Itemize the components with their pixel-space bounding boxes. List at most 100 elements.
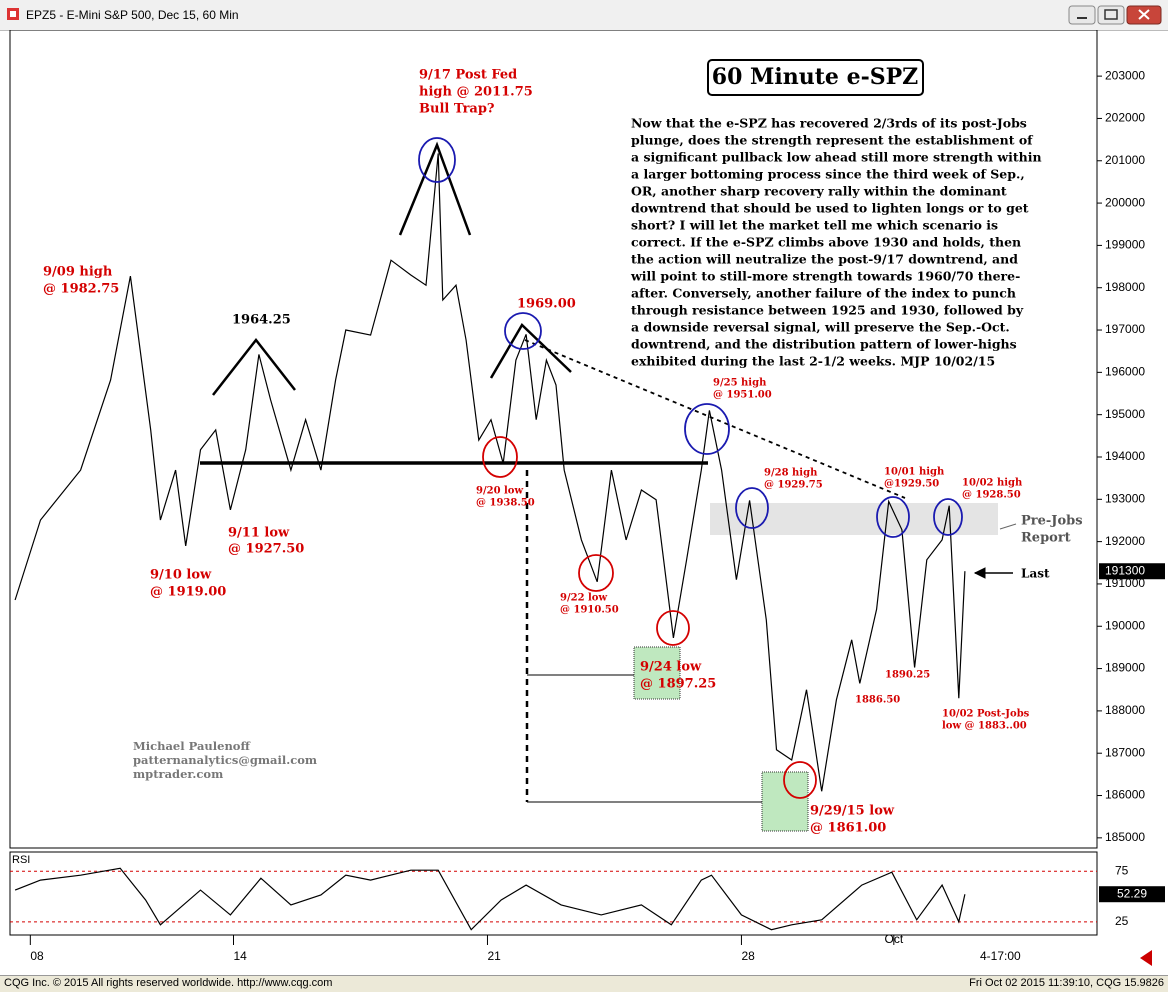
chart: 60 Minute e-SPZ Now that the e-SPZ has r…	[9, 30, 1165, 966]
commentary-line: the action will neutralize the post-9/17…	[631, 252, 1018, 267]
annotation: high @ 2011.75	[419, 85, 533, 100]
commentary-line: a significant pullback low ahead still m…	[631, 150, 1042, 165]
minimize-button[interactable]	[1068, 5, 1096, 25]
commentary-line: will point to still-more strength toward…	[630, 269, 1020, 284]
x-tick-label: 14	[233, 949, 247, 963]
y-tick-label: 193000	[1105, 491, 1145, 505]
annotation: 9/24 low	[640, 660, 702, 675]
timestamp: Fri Oct 02 2015 11:39:10, CQG 15.9826	[969, 977, 1164, 989]
commentary-line: plunge, does the strength represent the …	[631, 133, 1034, 148]
y-tick-label: 200000	[1105, 195, 1145, 209]
annotation: @1929.50	[884, 479, 939, 490]
annotation: @ 1951.00	[713, 390, 772, 401]
y-tick-label: 191000	[1105, 576, 1145, 590]
annotation: 9/25 high	[713, 378, 767, 389]
rsi-last-label: 52.29	[1117, 886, 1147, 900]
chart-title: 60 Minute e-SPZ	[712, 64, 918, 90]
annotation: 10/02 high	[962, 478, 1023, 489]
last-price-tag	[1099, 563, 1165, 580]
circles	[418, 137, 963, 799]
annotation: 9/20 low	[476, 486, 523, 497]
last-price-label: 191300	[1105, 563, 1145, 577]
annotation: 1890.25	[885, 670, 930, 681]
price-line	[14, 153, 966, 792]
price-panel	[9, 30, 1098, 849]
maximize-button[interactable]	[1097, 5, 1125, 25]
commentary-line: short? I will let the market tell me whi…	[631, 218, 998, 233]
rsi-panel	[9, 851, 1098, 936]
highlight-box	[633, 646, 681, 700]
y-tick-label: 190000	[1105, 618, 1145, 632]
annotation: 9/17 Post Fed	[419, 68, 517, 83]
annotation: @ 1919.00	[150, 585, 226, 600]
annotation: Last	[1021, 567, 1050, 581]
commentary-line: downtrend, and the distribution pattern …	[631, 337, 1017, 352]
annotation: 1969.00	[517, 297, 576, 312]
copyright: CQG Inc. © 2015 All rights reserved worl…	[4, 977, 333, 989]
annotation: @ 1929.75	[764, 480, 823, 491]
annotation: @ 1938.50	[476, 498, 535, 509]
annotation: 1886.50	[855, 695, 900, 706]
commentary-line: Now that the e-SPZ has recovered 2/3rds …	[631, 116, 1027, 131]
status-bar: CQG Inc. © 2015 All rights reserved worl…	[0, 975, 1168, 992]
commentary-line: a downside reversal signal, will preserv…	[631, 320, 1010, 335]
annotation: 10/02 Post-Jobs	[942, 709, 1030, 720]
y-tick-label: 196000	[1105, 365, 1145, 379]
commentary-line: correct. If the e-SPZ climbs above 1930 …	[631, 235, 1021, 250]
title-bar: EPZ5 - E-Mini S&P 500, Dec 15, 60 Min	[0, 0, 1168, 31]
annotation: 9/10 low	[150, 568, 212, 583]
y-tick-label: 187000	[1105, 745, 1145, 759]
commentary-line: after. Conversely, another failure of th…	[631, 286, 1016, 301]
annotation: @ 1897.25	[640, 677, 716, 692]
scroll-arrow[interactable]	[1140, 950, 1152, 966]
y-tick-label: 75	[1115, 863, 1129, 877]
annotation: 10/01 high	[884, 467, 945, 478]
x-tick-label: 08	[30, 949, 44, 963]
drawings	[200, 141, 1017, 803]
y-tick-label: 197000	[1105, 322, 1145, 336]
annotation: @ 1910.50	[560, 605, 619, 616]
y-tick-label: 203000	[1105, 68, 1145, 82]
price-line	[14, 867, 966, 931]
annotation: @ 1982.75	[43, 282, 119, 297]
annotation: 9/22 low	[560, 593, 607, 604]
x-tick-label: 28	[741, 949, 755, 963]
commentary-line: exhibited during the last 2-1/2 weeks. M…	[631, 354, 995, 369]
y-tick-label: 186000	[1105, 788, 1145, 802]
y-tick-label: 194000	[1105, 449, 1145, 463]
x-tick-label: Oct	[884, 932, 903, 946]
commentary-line: OR, another sharp recovery rally within …	[631, 184, 1007, 199]
window-buttons	[1068, 5, 1162, 25]
annotation: low @ 1883..00	[942, 721, 1027, 732]
y-tick-label: 198000	[1105, 280, 1145, 294]
y-tick-label: 199000	[1105, 238, 1145, 252]
y-tick-label: 189000	[1105, 661, 1145, 675]
app-icon	[7, 8, 19, 20]
author-line: Michael Paulenoff	[133, 739, 251, 753]
annotation: @ 1861.00	[810, 821, 886, 836]
y-tick-label: 195000	[1105, 407, 1145, 421]
y-tick-label: 201000	[1105, 153, 1145, 167]
author-line: patternanalytics@gmail.com	[133, 753, 317, 767]
annotation: Pre-Jobs	[1021, 514, 1083, 529]
commentary-line: downtrend that should be used to lighten…	[631, 201, 1029, 216]
y-tick-label: 202000	[1105, 111, 1145, 125]
annotation: @ 1928.50	[962, 490, 1021, 501]
session-label: 4-17:00	[980, 949, 1021, 963]
annotation: 9/11 low	[228, 526, 290, 541]
y-tick-label: 185000	[1105, 830, 1145, 844]
annotation: 1964.25	[232, 313, 291, 328]
author-line: mptrader.com	[133, 767, 223, 781]
title-box	[707, 59, 924, 96]
commentary-line: through resistance between 1925 and 1930…	[631, 303, 1024, 318]
y-tick-label: 188000	[1105, 703, 1145, 717]
window-title: EPZ5 - E-Mini S&P 500, Dec 15, 60 Min	[26, 8, 239, 22]
y-tick-label: 192000	[1105, 534, 1145, 548]
commentary-line: a larger bottoming process since the thi…	[631, 167, 1025, 182]
y-tick-label: 25	[1115, 914, 1129, 928]
annotation: Report	[1021, 531, 1071, 546]
annotation: Bull Trap?	[419, 102, 495, 117]
annotation: 9/09 high	[43, 265, 113, 280]
annotation: 9/28 high	[764, 468, 818, 479]
